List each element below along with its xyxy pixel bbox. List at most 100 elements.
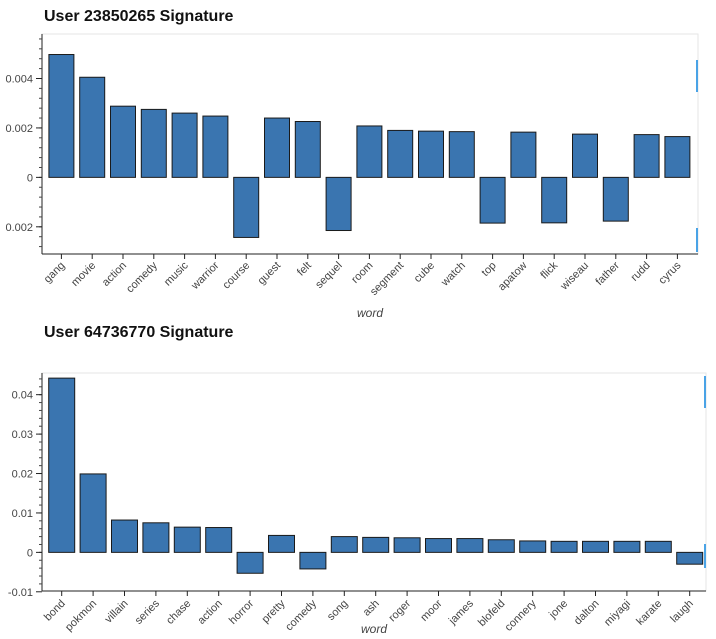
- y-tick-label: 0.01: [12, 508, 33, 520]
- bar-song: [330, 536, 358, 553]
- bar-laugh: [676, 551, 704, 565]
- bar-james: [456, 538, 484, 553]
- x-tick-label: gang: [42, 260, 68, 286]
- x-tick-label: felt: [295, 260, 314, 279]
- bar-wiseau: [572, 133, 598, 178]
- x-tick-label: cyrus: [656, 259, 683, 286]
- x-tick-label: pokmon: [63, 598, 99, 634]
- bar-cube: [418, 130, 444, 178]
- x-axis-title: word: [361, 622, 387, 636]
- bar-flick: [541, 176, 568, 224]
- x-tick-label: ash: [361, 598, 382, 619]
- bar-chase: [173, 526, 201, 553]
- x-tick-label: flick: [538, 259, 560, 281]
- bar-miyagi: [613, 540, 641, 553]
- x-tick-label: rudd: [629, 260, 653, 284]
- x-tick-label: guest: [256, 260, 284, 288]
- x-tick-label: warrior: [189, 259, 222, 292]
- bar-music: [171, 112, 198, 178]
- x-tick-label: series: [133, 597, 163, 627]
- x-tick-label: miyagi: [602, 598, 633, 629]
- x-tick-label: laugh: [668, 598, 696, 626]
- x-tick-label: movie: [69, 260, 98, 289]
- chart-panel-1: User 23850265 Signature 0.004 0.002 0 0.002…: [0, 8, 716, 326]
- y-tick-label: 0: [27, 547, 33, 559]
- chart-panel-2: User 64736770 Signature 0.04 0.03 0.02 0.01…: [0, 324, 716, 639]
- bar-movie: [79, 76, 106, 178]
- bar-father: [602, 176, 629, 222]
- y-tick-label: 0.03: [12, 429, 33, 441]
- bar-pretty: [268, 534, 295, 553]
- x-tick-label: song: [325, 598, 350, 623]
- bar-comedy: [299, 551, 327, 570]
- bar-warrior: [202, 115, 229, 178]
- chart-title: User 23850265 Signature: [44, 8, 234, 25]
- bar-felt: [294, 121, 321, 178]
- x-tick-label: comedy: [124, 259, 160, 295]
- bar-blofeld: [487, 539, 515, 553]
- x-tick-label: dalton: [572, 598, 602, 628]
- bar-sequel: [325, 176, 352, 232]
- y-tick-label: 0.002: [5, 123, 33, 135]
- x-tick-label: pretty: [260, 597, 288, 625]
- y-tick-label: 0.004: [5, 73, 33, 85]
- x-tick-label: chase: [164, 598, 193, 627]
- bar-moor: [425, 538, 452, 553]
- x-tick-label: segment: [368, 260, 406, 298]
- bar-pokmon: [79, 473, 107, 553]
- y-tick-label: -0.01: [8, 587, 33, 599]
- bar-karate: [644, 540, 672, 553]
- x-tick-label: comedy: [283, 597, 319, 633]
- bar-action: [205, 527, 233, 553]
- x-axis-title: word: [357, 306, 383, 320]
- bar-comedy: [140, 108, 167, 178]
- bar-cyrus: [664, 136, 691, 178]
- x-tick-label: music: [162, 259, 191, 288]
- x-tick-label: moor: [418, 597, 444, 623]
- x-tick-label: cube: [412, 260, 437, 285]
- y-tick-label: 0.002: [5, 222, 33, 234]
- x-tick-label: action: [100, 260, 129, 289]
- x-tick-label: wiseau: [558, 260, 591, 293]
- bar-jone: [550, 540, 578, 553]
- bar-action: [110, 105, 136, 178]
- x-tick-label: connery: [503, 597, 540, 634]
- bar-rudd: [633, 134, 660, 178]
- x-tick-label: watch: [438, 260, 468, 290]
- bar-room: [356, 125, 383, 178]
- x-tick-label: room: [349, 260, 375, 286]
- x-tick-label: sequel: [313, 260, 344, 291]
- bar-gang: [48, 54, 75, 178]
- x-tick-label: bond: [42, 598, 68, 624]
- bar-watch: [448, 131, 475, 178]
- bar-series: [142, 522, 170, 553]
- x-tick-label: villain: [103, 598, 131, 626]
- y-tick-label: 0.02: [12, 469, 33, 481]
- y-tick-label: 0: [27, 172, 33, 184]
- x-tick-label: action: [196, 598, 225, 627]
- bar-course: [233, 176, 260, 238]
- bar-top: [479, 176, 506, 224]
- x-tick-label: father: [594, 259, 623, 288]
- x-tick-label: course: [220, 260, 252, 292]
- bar-horror: [236, 551, 264, 574]
- bar-guest: [264, 117, 290, 178]
- x-tick-label: james: [446, 597, 476, 627]
- bar-dalton: [582, 540, 609, 553]
- y-tick-label: 0.04: [12, 390, 33, 402]
- bar-bond: [48, 377, 76, 553]
- x-tick-label: apatow: [496, 260, 530, 294]
- bar-roger: [393, 537, 421, 553]
- x-tick-label: roger: [387, 597, 414, 624]
- x-tick-label: top: [479, 260, 498, 279]
- bar-segment: [387, 129, 414, 178]
- x-tick-label: jone: [546, 598, 570, 622]
- chart-title: User 64736770 Signature: [44, 324, 234, 341]
- bar-apatow: [510, 131, 537, 178]
- plot-frame: [41, 372, 707, 592]
- bar-ash: [362, 536, 390, 553]
- x-tick-label: karate: [634, 598, 664, 628]
- bar-villain: [111, 519, 138, 553]
